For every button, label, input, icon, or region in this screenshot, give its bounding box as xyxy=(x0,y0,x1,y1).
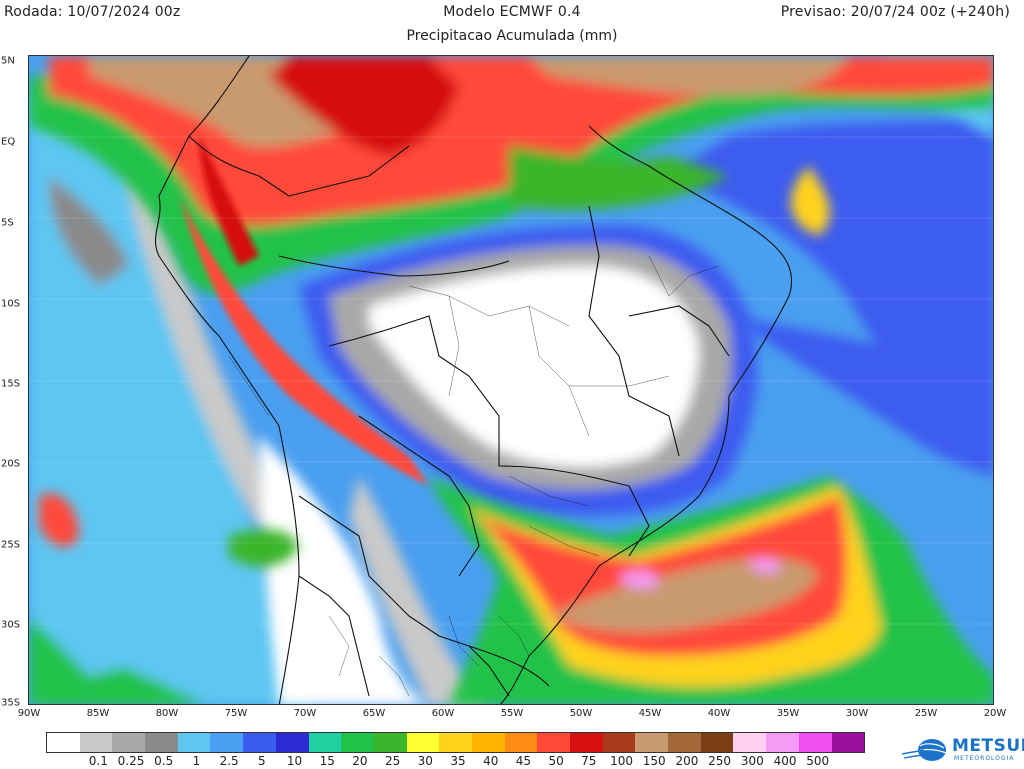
lat-label-eq: EQ xyxy=(1,136,16,148)
legend-label: 75 xyxy=(581,754,597,768)
legend-label: 500 xyxy=(806,754,830,768)
lat-label-15s: 15S xyxy=(1,378,21,390)
lat-label-20s: 20S xyxy=(1,458,21,470)
legend-swatch xyxy=(635,733,669,752)
lat-label-5s: 5S xyxy=(1,217,14,229)
legend-swatch xyxy=(341,733,374,752)
logo-name: METSUL xyxy=(952,736,1024,756)
color-scale-legend xyxy=(46,732,866,753)
lon-label-25w: 25W xyxy=(914,708,938,719)
precipitation-map xyxy=(28,55,994,705)
legend-swatch xyxy=(537,733,570,752)
lon-label-60w: 60W xyxy=(431,708,455,719)
legend-label: 1 xyxy=(192,754,201,768)
legend-swatch xyxy=(700,733,734,752)
lon-label-85w: 85W xyxy=(86,708,110,719)
lat-label-10s: 10S xyxy=(1,298,21,310)
legend-swatch xyxy=(798,733,832,752)
legend-swatch xyxy=(570,733,603,752)
legend-swatch xyxy=(504,733,538,752)
legend-swatch xyxy=(831,733,865,752)
legend-label: 2.5 xyxy=(219,754,239,768)
legend-swatch xyxy=(439,733,472,752)
lon-label-70w: 70W xyxy=(293,708,317,719)
legend-label: 200 xyxy=(675,754,699,768)
legend-swatch xyxy=(112,733,146,752)
legend-label: 45 xyxy=(515,754,532,768)
legend-swatch xyxy=(145,733,178,752)
legend-label: 30 xyxy=(417,754,433,768)
lon-label-75w: 75W xyxy=(224,708,248,719)
precip-ocean-field xyxy=(29,56,993,704)
legend-swatch xyxy=(668,733,701,752)
graticule xyxy=(29,136,993,625)
lat-label-5n: 5N xyxy=(1,55,15,67)
legend-swatch xyxy=(275,733,309,752)
legend-swatch xyxy=(177,733,211,752)
legend-label: 300 xyxy=(740,754,764,768)
lat-label-30s: 30S xyxy=(1,619,21,631)
legend-label: 0.25 xyxy=(117,754,145,768)
forecast-time: Previsao: 20/07/24 00z (+240h) xyxy=(780,4,1010,20)
lon-label-90w: 90W xyxy=(17,708,41,719)
legend-label: 40 xyxy=(483,754,499,768)
legend-label: 400 xyxy=(773,754,797,768)
lon-label-50w: 50W xyxy=(569,708,593,719)
legend-label: 100 xyxy=(610,754,633,768)
legend-swatch xyxy=(471,733,505,752)
metsul-logo: METSUL METEOROLOGIA xyxy=(902,736,1024,764)
precip-north-band xyxy=(29,56,993,294)
legend-swatch xyxy=(766,733,799,752)
country-borders xyxy=(154,56,793,704)
globe-icon xyxy=(902,739,947,761)
model-name: Modelo ECMWF 0.4 xyxy=(443,4,581,20)
lon-label-40w: 40W xyxy=(707,708,731,719)
lon-label-55w: 55W xyxy=(500,708,524,719)
legend-label: 0.1 xyxy=(88,754,108,768)
dry-interior xyxy=(259,224,758,704)
map-canvas xyxy=(29,56,993,704)
legend-swatch xyxy=(373,733,407,752)
legend-label: 50 xyxy=(548,754,564,768)
lon-label-20w: 20W xyxy=(983,708,1007,719)
legend-swatch xyxy=(243,733,276,752)
lon-label-30w: 30W xyxy=(845,708,869,719)
state-borders xyxy=(228,255,720,697)
legend-swatch xyxy=(210,733,244,752)
legend-swatch xyxy=(47,733,80,752)
legend-label: 0.5 xyxy=(154,754,174,768)
lon-label-80w: 80W xyxy=(155,708,179,719)
lon-label-45w: 45W xyxy=(638,708,662,719)
precip-andes-streak xyxy=(179,136,429,486)
legend-label: 15 xyxy=(319,754,335,768)
legend-swatch xyxy=(602,733,636,752)
legend-label: 25 xyxy=(384,754,401,768)
legend-swatch xyxy=(406,733,440,752)
legend-swatch xyxy=(733,733,767,752)
run-time: Rodada: 10/07/2024 00z xyxy=(4,4,181,20)
legend-swatch xyxy=(79,733,113,752)
legend-label: 35 xyxy=(450,754,466,768)
lat-label-25s: 25S xyxy=(1,539,21,551)
lat-label-35s: 35S xyxy=(1,697,21,709)
legend-label: 20 xyxy=(352,754,368,768)
legend-label: 250 xyxy=(708,754,732,768)
legend-label: 150 xyxy=(642,754,666,768)
legend-label: 5 xyxy=(257,754,266,768)
logo-subtitle: METEOROLOGIA xyxy=(954,755,1015,762)
lon-label-65w: 65W xyxy=(362,708,386,719)
precip-south-system xyxy=(39,476,993,704)
lon-label-35w: 35W xyxy=(776,708,800,719)
legend-swatch xyxy=(308,733,342,752)
variable-title: Precipitacao Acumulada (mm) xyxy=(406,28,618,44)
legend-label: 10 xyxy=(286,754,303,768)
